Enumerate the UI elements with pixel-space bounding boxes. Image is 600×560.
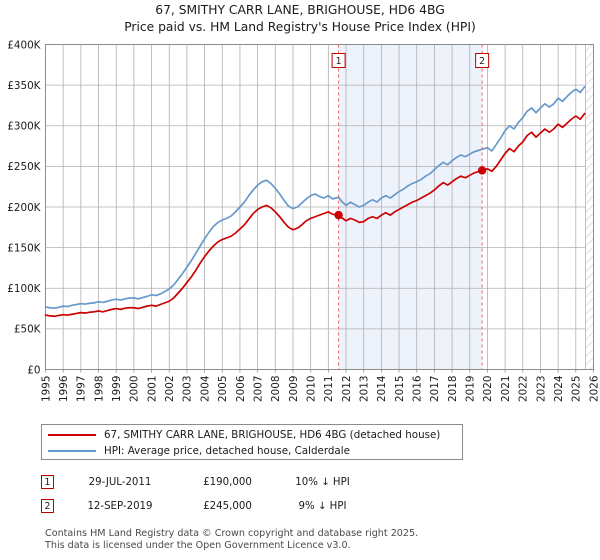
svg-text:2022: 2022 bbox=[518, 376, 530, 402]
svg-text:2020: 2020 bbox=[482, 376, 494, 402]
svg-text:2000: 2000 bbox=[129, 376, 141, 402]
svg-text:£200K: £200K bbox=[7, 202, 41, 214]
svg-text:£300K: £300K bbox=[7, 121, 41, 133]
svg-text:1996: 1996 bbox=[58, 376, 70, 402]
svg-text:2001: 2001 bbox=[146, 376, 158, 402]
svg-text:2: 2 bbox=[479, 56, 485, 67]
svg-text:2016: 2016 bbox=[412, 376, 424, 402]
svg-text:2013: 2013 bbox=[358, 376, 370, 402]
page-title: 67, SMITHY CARR LANE, BRIGHOUSE, HD6 4BG… bbox=[0, 2, 600, 36]
svg-text:2005: 2005 bbox=[217, 376, 229, 402]
svg-text:2014: 2014 bbox=[376, 375, 388, 402]
svg-text:1997: 1997 bbox=[76, 376, 88, 402]
svg-text:2026: 2026 bbox=[588, 376, 600, 402]
svg-text:2024: 2024 bbox=[553, 375, 565, 402]
svg-text:1995: 1995 bbox=[40, 376, 52, 402]
chart-legend: 67, SMITHY CARR LANE, BRIGHOUSE, HD6 4BG… bbox=[41, 424, 463, 460]
price-history-chart: £0 £50K £100K £150K £200K £250K £300K £350K £400… bbox=[7, 39, 600, 402]
transaction-price: £190,000 bbox=[203, 476, 252, 488]
transaction-date: 29-JUL-2011 bbox=[88, 476, 152, 488]
svg-text:2007: 2007 bbox=[252, 376, 264, 402]
svg-text:1999: 1999 bbox=[111, 376, 123, 402]
svg-text:2006: 2006 bbox=[235, 376, 247, 402]
svg-text:2021: 2021 bbox=[500, 376, 512, 402]
svg-text:2004: 2004 bbox=[199, 375, 211, 402]
svg-text:£150K: £150K bbox=[7, 242, 41, 254]
svg-text:£50K: £50K bbox=[14, 324, 42, 336]
svg-text:2023: 2023 bbox=[535, 376, 547, 402]
svg-text:2015: 2015 bbox=[394, 376, 406, 402]
title-line-1: 67, SMITHY CARR LANE, BRIGHOUSE, HD6 4BG bbox=[155, 3, 445, 17]
legend-swatch-price-paid bbox=[48, 434, 96, 436]
svg-text:£0: £0 bbox=[27, 364, 40, 376]
svg-text:£100K: £100K bbox=[7, 283, 41, 295]
transaction-date: 12-SEP-2019 bbox=[87, 500, 153, 512]
copyright-footer: Contains HM Land Registry data © Crown c… bbox=[45, 528, 585, 551]
svg-text:2009: 2009 bbox=[288, 376, 300, 402]
svg-text:2011: 2011 bbox=[323, 376, 335, 402]
svg-text:2025: 2025 bbox=[571, 376, 583, 402]
legend-label-hpi: HPI: Average price, detached house, Cald… bbox=[104, 445, 350, 457]
transaction-row: 1 29-JUL-2011 £190,000 10% ↓ HPI bbox=[41, 472, 471, 492]
svg-text:2012: 2012 bbox=[341, 376, 353, 402]
svg-text:£250K: £250K bbox=[7, 161, 41, 173]
svg-text:2017: 2017 bbox=[429, 376, 441, 402]
chart-area: £0 £50K £100K £150K £200K £250K £300K £350K £400… bbox=[7, 39, 600, 402]
legend-item-price-paid: 67, SMITHY CARR LANE, BRIGHOUSE, HD6 4BG… bbox=[48, 427, 440, 443]
svg-text:£400K: £400K bbox=[7, 39, 41, 51]
legend-item-hpi: HPI: Average price, detached house, Cald… bbox=[48, 443, 350, 459]
transaction-hpi-delta: 9% ↓ HPI bbox=[298, 500, 347, 512]
svg-text:2018: 2018 bbox=[447, 376, 459, 402]
legend-label-price-paid: 67, SMITHY CARR LANE, BRIGHOUSE, HD6 4BG… bbox=[104, 429, 441, 441]
svg-text:£350K: £350K bbox=[7, 80, 41, 92]
transaction-marker-number: 1 bbox=[41, 475, 54, 489]
footer-line-2: This data is licensed under the Open Gov… bbox=[45, 539, 351, 551]
footer-line-1: Contains HM Land Registry data © Crown c… bbox=[45, 528, 419, 539]
transaction-hpi-delta: 10% ↓ HPI bbox=[295, 476, 350, 488]
svg-text:2003: 2003 bbox=[182, 376, 194, 402]
svg-text:2008: 2008 bbox=[270, 376, 282, 402]
svg-text:1: 1 bbox=[336, 56, 342, 67]
transaction-marker-number: 2 bbox=[41, 499, 54, 513]
svg-text:1998: 1998 bbox=[93, 376, 105, 402]
transaction-price: £245,000 bbox=[203, 500, 252, 512]
svg-text:2010: 2010 bbox=[305, 376, 317, 402]
title-line-2: Price paid vs. HM Land Registry's House … bbox=[124, 20, 476, 34]
legend-swatch-hpi bbox=[48, 450, 96, 452]
svg-text:2002: 2002 bbox=[164, 376, 176, 402]
transaction-row: 2 12-SEP-2019 £245,000 9% ↓ HPI bbox=[41, 496, 471, 516]
svg-text:2019: 2019 bbox=[465, 376, 477, 402]
